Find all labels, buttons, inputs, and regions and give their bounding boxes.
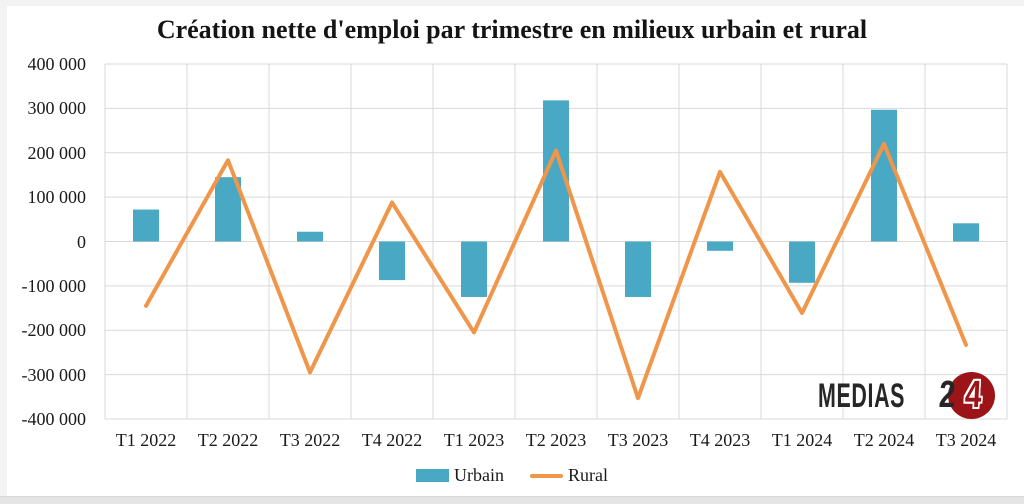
bar-urbain-t2-2024 bbox=[871, 109, 897, 242]
y-axis: 400 000 300 000 200 000 100 000 0 -100 000 -20… bbox=[0, 0, 88, 504]
medias24-logo-brand: MEDIAS bbox=[818, 377, 906, 415]
line-rural bbox=[144, 141, 968, 401]
legend-label-rural: Rural bbox=[567, 465, 608, 485]
bar-urbain-t3-2024 bbox=[953, 223, 979, 242]
medias24-logo-circle-icon: 2 4 bbox=[938, 372, 995, 419]
legend-item-urbain: Urbain bbox=[416, 465, 504, 486]
y-axis-tick-label: 400 000 bbox=[27, 54, 87, 74]
y-axis-tick-label: -300 000 bbox=[21, 364, 87, 385]
bar-urbain-t4-2022 bbox=[379, 241, 405, 281]
bar-urbain-t1-2022 bbox=[133, 209, 159, 242]
bar-urbain-t1-2024 bbox=[789, 241, 815, 283]
bar-urbain-t3-2022 bbox=[297, 231, 323, 242]
y-axis-tick-label: -100 000 bbox=[21, 275, 87, 296]
y-axis-tick-label: -400 000 bbox=[21, 409, 87, 429]
page-edge-left bbox=[0, 0, 7, 504]
page-edge-top bbox=[0, 0, 1024, 6]
legend-item-rural: Rural bbox=[529, 465, 608, 486]
page-edge-bottom bbox=[0, 496, 1024, 504]
y-axis-tick-label: 100 000 bbox=[27, 187, 87, 208]
urbain-swatch-icon bbox=[416, 469, 449, 482]
legend-label-urbain: Urbain bbox=[454, 465, 504, 485]
logo-badge-digit-4: 4 bbox=[963, 374, 983, 416]
medias24-logo: MEDIAS 2 4 bbox=[818, 370, 1020, 422]
bar-urbain-t3-2023 bbox=[625, 241, 651, 297]
y-axis-tick-label: -200 000 bbox=[21, 320, 87, 341]
y-axis-tick-label: 200 000 bbox=[27, 142, 87, 163]
y-axis-tick-label: 0 bbox=[77, 231, 86, 252]
bar-urbain-t1-2023 bbox=[461, 241, 487, 297]
y-axis-tick-label: 300 000 bbox=[27, 98, 87, 119]
rural-swatch-icon bbox=[529, 473, 563, 478]
chart-title: Création nette d'emploi par trimestre en… bbox=[156, 15, 868, 44]
logo-badge-digit-2: 2 bbox=[937, 374, 957, 416]
chart-legend: Urbain Rural bbox=[0, 465, 1024, 486]
bar-urbain-t4-2023 bbox=[707, 241, 733, 251]
